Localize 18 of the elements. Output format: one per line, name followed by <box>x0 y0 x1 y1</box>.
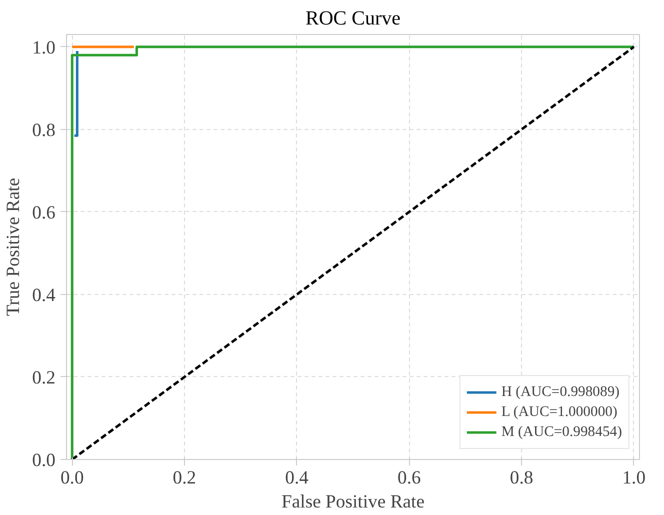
legend-label: H (AUC=0.998089) <box>501 384 620 400</box>
y-axis-title: True Positive Rate <box>3 178 24 316</box>
chart-title: ROC Curve <box>306 8 401 30</box>
legend-label: L (AUC=1.000000) <box>501 404 618 420</box>
y-tick-label: 0.4 <box>32 284 56 306</box>
x-axis-title: False Positive Rate <box>281 492 425 512</box>
y-tick-label: 0.2 <box>32 367 56 388</box>
x-tick-label: 1.0 <box>622 468 646 488</box>
y-tick-label: 0.6 <box>32 202 56 224</box>
y-tick-label: 0.0 <box>32 450 56 471</box>
x-tick-label: 0.6 <box>398 468 421 488</box>
x-tick-label: 0.4 <box>285 468 310 488</box>
y-tick-label: 0.8 <box>32 120 56 141</box>
legend-label: M (AUC=0.998454) <box>501 424 622 440</box>
y-tick-label: 1.0 <box>32 37 56 58</box>
x-tick-label: 0.0 <box>60 468 84 488</box>
x-tick-label: 0.2 <box>172 468 196 488</box>
x-tick-label: 0.8 <box>510 468 534 488</box>
